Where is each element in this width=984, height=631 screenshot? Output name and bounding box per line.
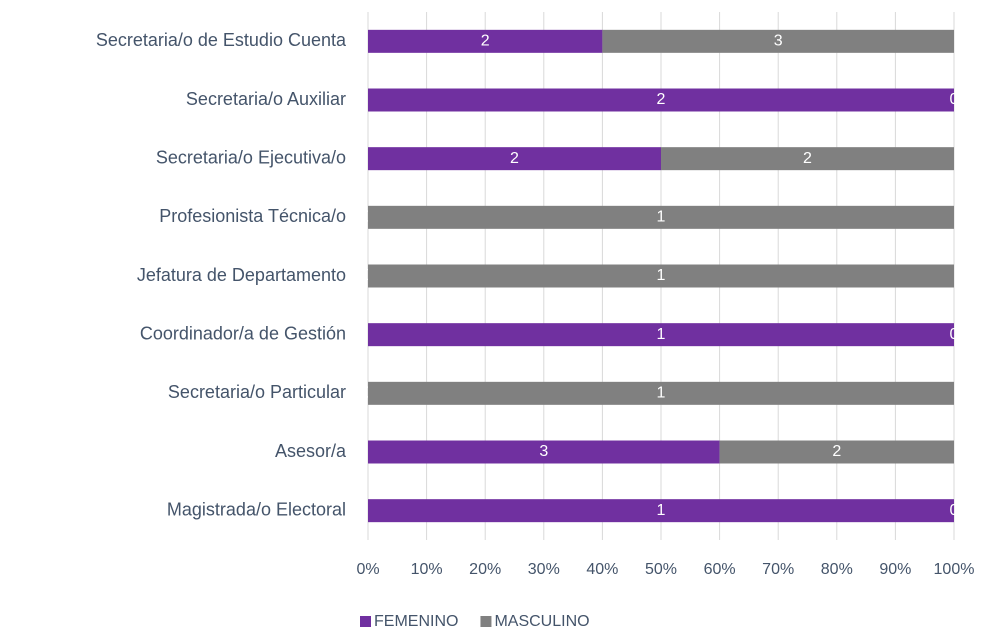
y-tick-label: Asesor/a [275, 441, 347, 461]
bar-segment [368, 264, 954, 288]
data-label: 0 [950, 502, 959, 519]
x-tick-label: 10% [411, 561, 443, 578]
y-tick-label: Secretaria/o de Estudio Cuenta [96, 30, 347, 50]
bar-segment [661, 147, 954, 171]
y-tick-label: Profesionista Técnica/o [159, 206, 346, 226]
bar-segment [368, 381, 954, 405]
data-label: 1 [657, 209, 666, 226]
bar-segment [368, 29, 603, 53]
bar-segment [719, 440, 954, 464]
data-label: 2 [657, 91, 666, 108]
x-tick-label: 90% [879, 561, 911, 578]
bar-segment [602, 29, 954, 53]
y-tick-label: Jefatura de Departamento [137, 265, 346, 285]
data-label: 2 [481, 33, 490, 50]
x-tick-label: 30% [528, 561, 560, 578]
legend-label: MASCULINO [494, 613, 589, 630]
data-label: 3 [539, 443, 548, 460]
bar-segment [368, 205, 954, 229]
data-label: 3 [774, 33, 783, 50]
x-tick-label: 50% [645, 561, 677, 578]
bar-segment [368, 499, 954, 523]
data-label: 1 [657, 326, 666, 343]
legend-label: FEMENINO [374, 613, 458, 630]
bar-segment [368, 88, 954, 112]
y-tick-label: Coordinador/a de Gestión [140, 323, 346, 343]
x-tick-label: 40% [586, 561, 618, 578]
y-tick-label: Magistrada/o Electoral [167, 499, 346, 519]
y-tick-label: Secretaria/o Particular [168, 382, 346, 402]
y-tick-label: Secretaria/o Auxiliar [186, 89, 346, 109]
data-label: 1 [657, 502, 666, 519]
data-label: 0 [950, 91, 959, 108]
legend-swatch [360, 616, 371, 627]
x-tick-label: 100% [934, 561, 975, 578]
bar-segment [368, 147, 661, 171]
data-label: 1 [657, 267, 666, 284]
x-tick-label: 80% [821, 561, 853, 578]
x-tick-label: 0% [356, 561, 379, 578]
x-tick-label: 70% [762, 561, 794, 578]
legend-swatch [480, 616, 492, 627]
data-label: 0 [950, 326, 959, 343]
data-label: 1 [657, 385, 666, 402]
data-label: 2 [832, 443, 841, 460]
data-label: 2 [803, 150, 812, 167]
data-label: 2 [510, 150, 519, 167]
x-tick-label: 20% [469, 561, 501, 578]
bar-segment [368, 440, 720, 464]
y-tick-label: Secretaria/o Ejecutiva/o [156, 147, 346, 167]
bar-segment [368, 323, 954, 347]
x-tick-label: 60% [704, 561, 736, 578]
